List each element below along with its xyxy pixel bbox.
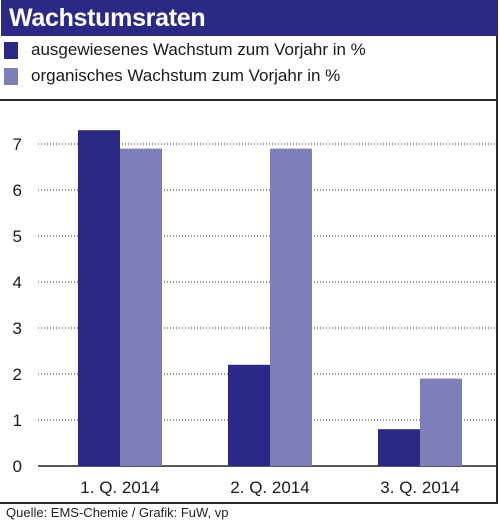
legend-divider [0,99,498,101]
bar-organic-q2 [270,148,312,466]
frame-right-border [496,36,498,503]
frame-bottom-border [0,502,498,504]
x-tick-q2: 2. Q. 2014 [230,478,309,497]
source-note: Quelle: EMS-Chemie / Grafik: FuW, vp [6,505,229,520]
y-tick-6: 6 [13,181,22,200]
legend: ausgewiesenes Wachstum zum Vorjahr in % … [4,38,500,100]
y-tick-7: 7 [13,135,22,154]
bar-organic-q1 [120,148,162,466]
y-tick-2: 2 [13,365,22,384]
bars [78,130,462,466]
chart-title: Wachstumsraten [9,4,206,32]
y-tick-0: 0 [13,457,22,476]
legend-label-organic: organisches Wachstum zum Vorjahr in % [31,66,341,85]
x-tick-q3: 3. Q. 2014 [380,478,459,497]
y-tick-1: 1 [13,411,22,430]
legend-swatch-reported [4,41,18,59]
legend-label-reported: ausgewiesenes Wachstum zum Vorjahr in % [31,40,366,59]
bar-reported-q1 [78,130,120,466]
bar-chart: 0 1 2 3 4 5 6 7 1. Q. 2014 2. Q. 2014 3. Q. 2014 [13,130,496,497]
legend-item-reported: ausgewiesenes Wachstum zum Vorjahr in % [4,39,366,61]
y-tick-3: 3 [13,319,22,338]
y-tick-4: 4 [13,273,22,292]
bar-reported-q2 [228,364,270,466]
bar-organic-q3 [420,378,462,466]
title-bar [1,0,498,36]
bar-reported-q3 [378,429,420,466]
y-tick-5: 5 [13,227,22,246]
legend-swatch-organic [4,67,18,85]
x-tick-labels: 1. Q. 2014 2. Q. 2014 3. Q. 2014 [80,478,459,497]
x-tick-q1: 1. Q. 2014 [80,478,159,497]
legend-item-organic: organisches Wachstum zum Vorjahr in % [4,65,340,87]
y-tick-labels: 0 1 2 3 4 5 6 7 [13,135,22,476]
